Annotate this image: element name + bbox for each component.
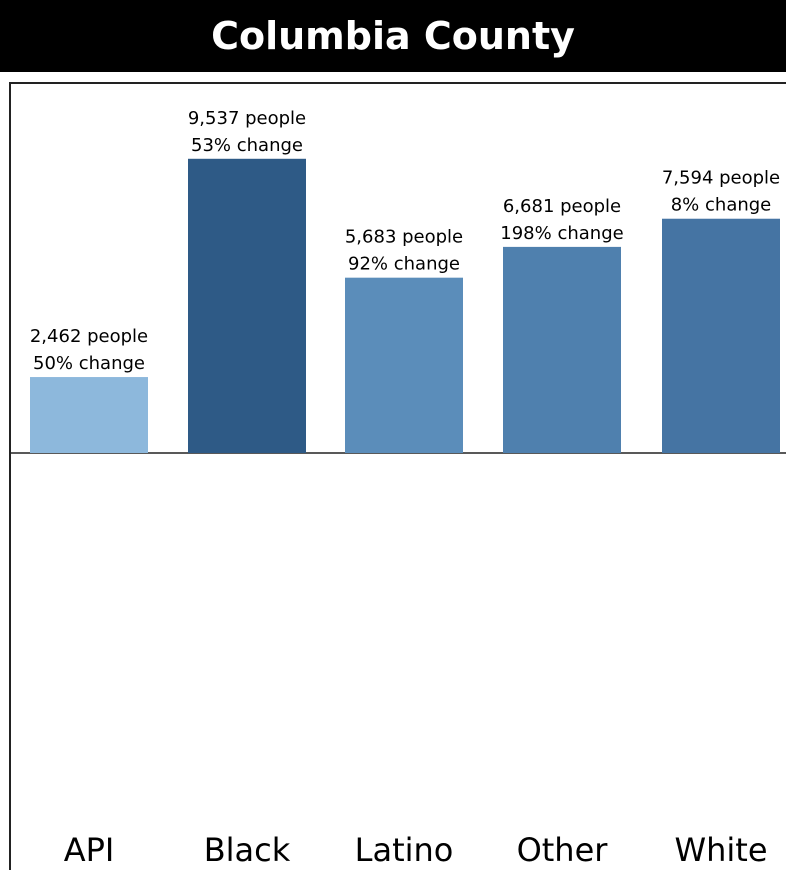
bar-latino	[345, 277, 463, 453]
data-label-change-white: 8% change	[671, 195, 772, 216]
chart-title: Columbia County	[211, 14, 575, 58]
chart-title-bar: Columbia County	[0, 0, 786, 72]
x-tick-label-other: Other	[517, 831, 609, 869]
x-tick-label-white: White	[674, 831, 767, 869]
bar-api	[30, 377, 148, 453]
data-label-people-other: 6,681 people	[503, 196, 621, 217]
chart-frame	[9, 82, 786, 870]
data-label-change-other: 198% change	[500, 223, 623, 244]
data-label-people-latino: 5,683 people	[345, 227, 463, 248]
data-label-people-black: 9,537 people	[188, 108, 306, 129]
x-tick-label-latino: Latino	[355, 831, 454, 869]
bar-white	[662, 218, 780, 453]
data-label-change-latino: 92% change	[348, 254, 460, 275]
bar-other	[503, 246, 621, 453]
data-label-people-white: 7,594 people	[662, 168, 780, 189]
data-label-change-api: 50% change	[33, 353, 145, 374]
data-label-change-black: 53% change	[191, 135, 303, 156]
x-tick-label-black: Black	[204, 831, 291, 869]
data-label-people-api: 2,462 people	[30, 326, 148, 347]
x-tick-label-api: API	[64, 831, 115, 869]
bar-black	[188, 158, 306, 453]
